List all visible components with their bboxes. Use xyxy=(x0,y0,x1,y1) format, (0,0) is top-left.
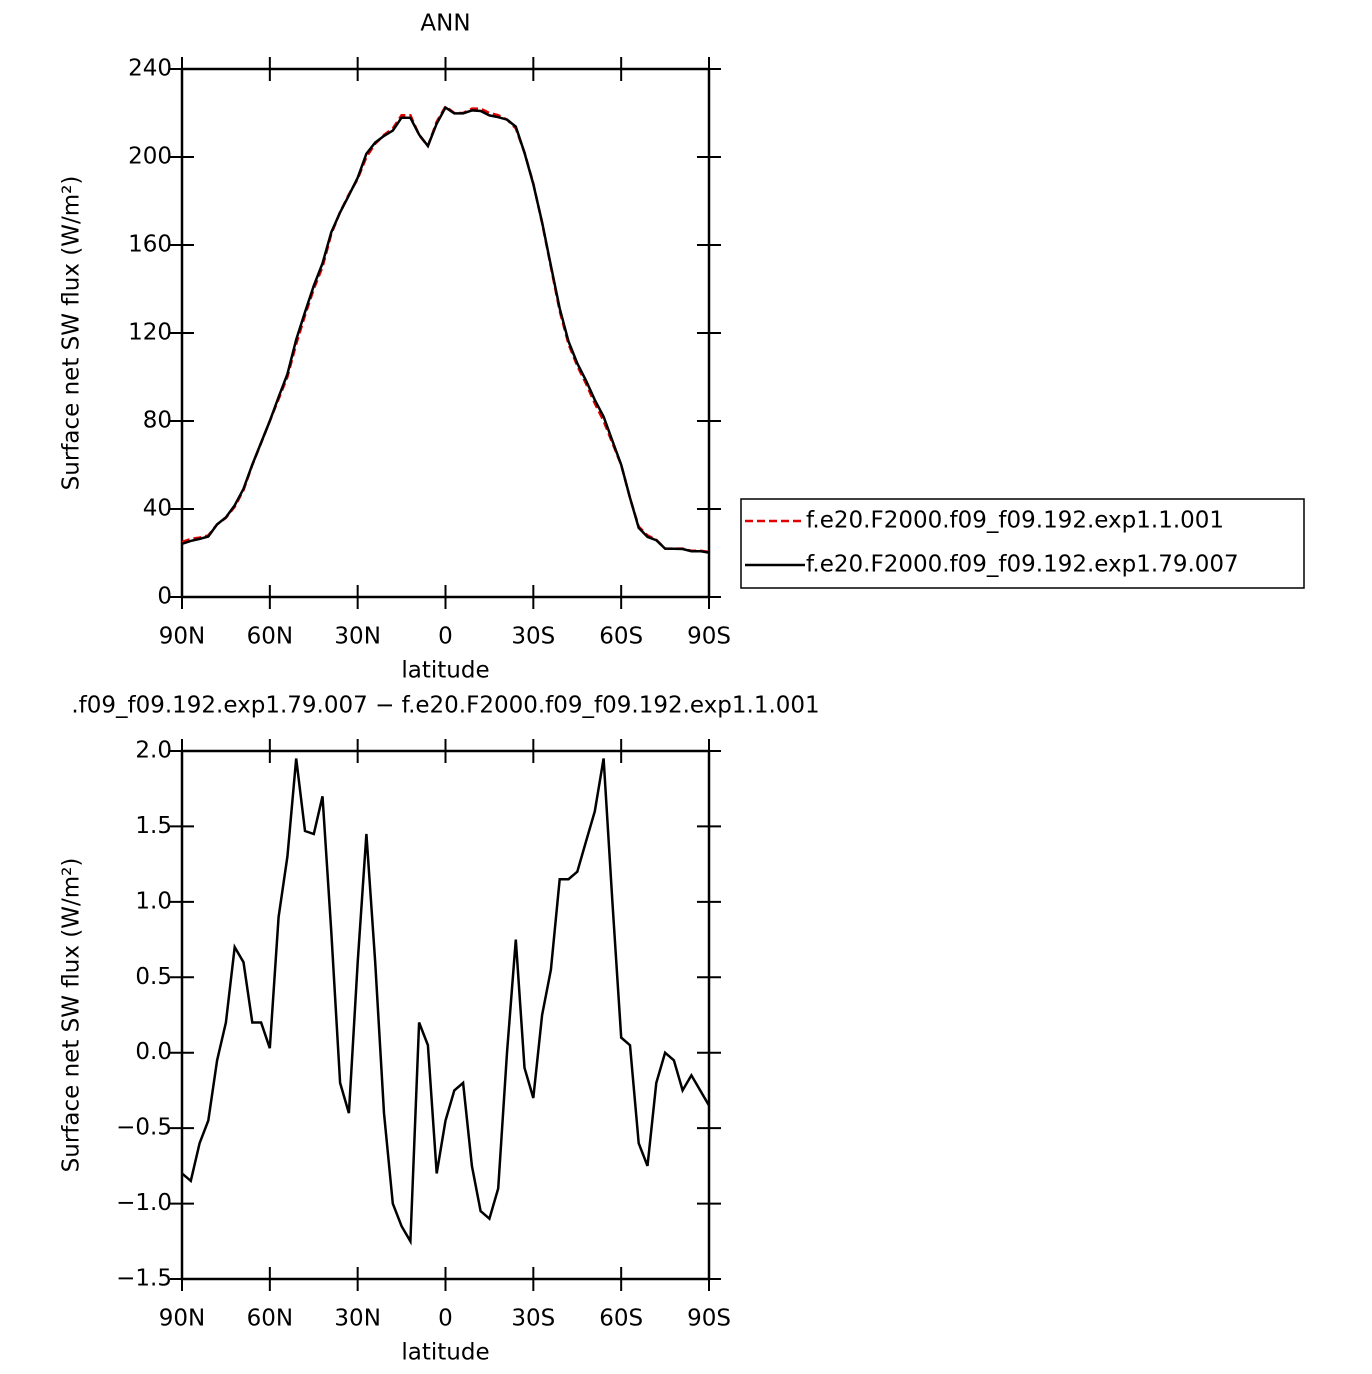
y-tick-label: 1.5 xyxy=(135,813,172,839)
chart-title: ANN xyxy=(420,11,470,37)
x-tick-label: 60S xyxy=(599,1306,643,1332)
x-tick-label: 60N xyxy=(247,624,293,650)
x-tick-label: 60N xyxy=(247,1306,293,1332)
x-tick-label: 30S xyxy=(511,624,555,650)
x-axis-label: latitude xyxy=(401,658,489,684)
chart-title: .f09_f09.192.exp1.79.007 − f.e20.F2000.f… xyxy=(71,693,819,719)
legend-box xyxy=(740,498,1305,589)
y-tick-label: 40 xyxy=(143,496,172,522)
plot-frame xyxy=(180,67,711,599)
legend-label: f.e20.F2000.f09_f09.192.exp1.79.007 xyxy=(806,552,1239,578)
y-tick-label: 120 xyxy=(128,320,172,346)
x-tick-label: 90S xyxy=(687,624,731,650)
y-tick-label: 1.0 xyxy=(135,888,172,914)
x-tick-label: 90N xyxy=(159,624,205,650)
data-line xyxy=(181,104,710,554)
y-tick-label: 0.0 xyxy=(135,1039,172,1065)
x-tick-label: 0 xyxy=(438,1306,453,1332)
y-tick-label: 160 xyxy=(128,232,172,258)
data-line xyxy=(181,105,710,554)
y-tick-label: −1.0 xyxy=(116,1190,172,1216)
x-tick-label: 90S xyxy=(687,1306,731,1332)
x-axis-label: latitude xyxy=(401,1340,489,1366)
legend-label: f.e20.F2000.f09_f09.192.exp1.1.001 xyxy=(806,508,1224,534)
y-tick-label: −1.5 xyxy=(116,1266,172,1292)
x-tick-label: 90N xyxy=(159,1306,205,1332)
y-tick-label: 0 xyxy=(157,584,172,610)
x-tick-label: 0 xyxy=(438,624,453,650)
x-tick-label: 60S xyxy=(599,624,643,650)
y-tick-label: 200 xyxy=(128,144,172,170)
data-line xyxy=(181,758,711,1246)
y-tick-label: 240 xyxy=(128,56,172,82)
plot-frame xyxy=(180,749,711,1281)
x-tick-label: 30N xyxy=(334,624,380,650)
y-tick-label: 2.0 xyxy=(135,738,172,764)
x-tick-label: 30N xyxy=(334,1306,380,1332)
y-axis-label: Surface net SW flux (W/m²) xyxy=(59,176,85,491)
y-axis-label: Surface net SW flux (W/m²) xyxy=(59,858,85,1173)
x-tick-label: 30S xyxy=(511,1306,555,1332)
y-tick-label: −0.5 xyxy=(116,1115,172,1141)
y-tick-label: 80 xyxy=(143,408,172,434)
y-tick-label: 0.5 xyxy=(135,964,172,990)
